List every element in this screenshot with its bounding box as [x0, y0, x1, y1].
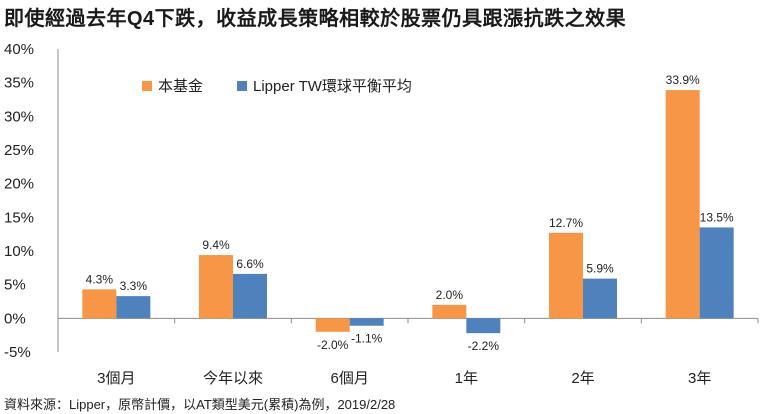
y-tick-label: 0% — [4, 310, 26, 327]
fund-bar — [432, 304, 467, 319]
fund-bar — [82, 289, 117, 319]
category-label: 今年以來 — [203, 370, 263, 387]
fund-bar — [549, 232, 583, 319]
fund-data-label: 2.0% — [436, 288, 464, 302]
y-tick-label: -5% — [4, 344, 31, 361]
fund-bar — [315, 318, 350, 332]
benchmark-bar — [233, 273, 267, 319]
y-tick-label: 40% — [4, 41, 34, 58]
footnote: 資料來源：Lipper，原幣計價，以AT類型美元(累積)為例，2019/2/28 — [4, 397, 396, 412]
benchmark-data-label: -2.2% — [468, 339, 500, 353]
y-tick-label: 15% — [4, 209, 34, 226]
y-tick-label: 5% — [4, 277, 26, 294]
legend-swatch-fund — [142, 81, 152, 91]
benchmark-data-label: 3.3% — [120, 279, 148, 293]
fund-data-label: 12.7% — [549, 216, 583, 230]
fund-data-label: 4.3% — [86, 272, 114, 286]
benchmark-data-label: 5.9% — [586, 262, 614, 276]
category-label: 3年 — [688, 370, 711, 387]
chart-title: 即使經過去年Q4下跌，收益成長策略相較於股票仍具跟漲抗跌之效果 — [4, 8, 627, 30]
benchmark-bar — [466, 318, 501, 334]
category-label: 1年 — [455, 370, 478, 387]
category-label: 6個月 — [330, 370, 368, 387]
benchmark-bar — [349, 318, 384, 326]
legend-label-fund: 本基金 — [158, 78, 203, 95]
y-tick-label: 25% — [4, 142, 34, 159]
benchmark-data-label: 13.5% — [700, 210, 734, 224]
y-tick-label: 30% — [4, 108, 34, 125]
y-tick-label: 35% — [4, 75, 34, 92]
fund-bar — [199, 255, 233, 319]
fund-data-label: -2.0% — [317, 338, 349, 352]
category-label: 2年 — [571, 370, 594, 387]
legend-label-benchmark: Lipper TW環球平衡平均 — [253, 78, 412, 95]
fund-data-label: 33.9% — [666, 73, 700, 87]
category-label: 3個月 — [97, 370, 135, 387]
legend-swatch-benchmark — [237, 81, 247, 91]
benchmark-data-label: -1.1% — [351, 332, 383, 346]
fund-data-label: 9.4% — [202, 238, 230, 252]
y-tick-label: 10% — [4, 243, 34, 260]
benchmark-bar — [116, 296, 151, 319]
benchmark-bar — [699, 227, 734, 319]
y-tick-label: 20% — [4, 176, 34, 193]
fund-bar — [665, 90, 700, 319]
benchmark-data-label: 6.6% — [236, 257, 264, 271]
benchmark-bar — [583, 278, 617, 319]
